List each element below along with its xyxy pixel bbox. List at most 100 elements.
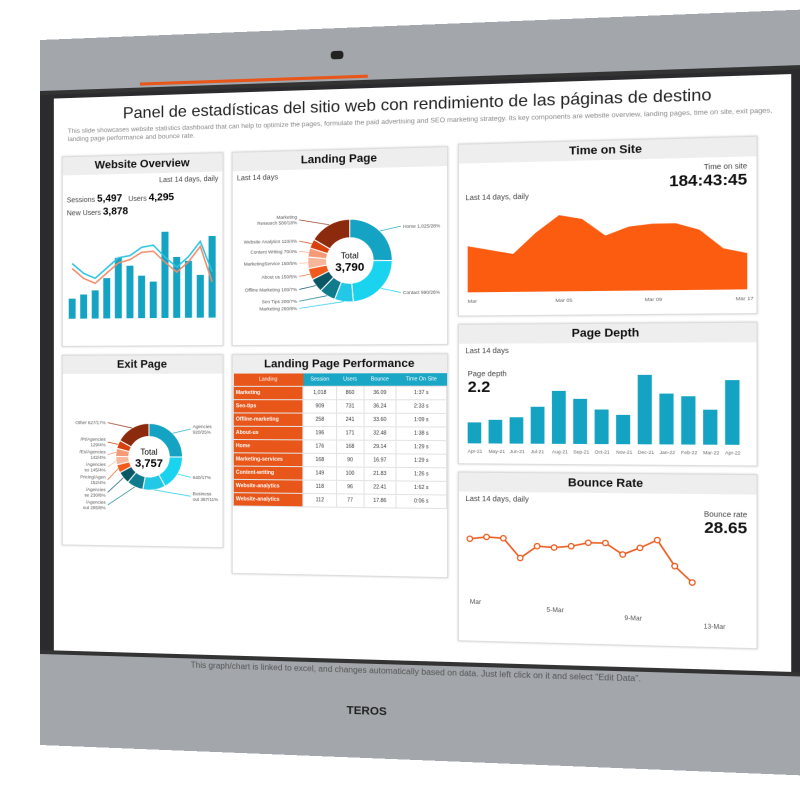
table-cell: 36.09 (363, 386, 397, 400)
data-point (637, 545, 643, 550)
page-depth-value: 2.2 (467, 378, 491, 397)
x-tick-label: Jan-22 (659, 450, 675, 455)
table-cell: 29.14 (363, 440, 397, 454)
camera-icon (330, 50, 344, 60)
table-cell: 1,018 (303, 386, 337, 400)
bar (208, 235, 216, 318)
table-cell: Content-writing (233, 466, 304, 481)
data-point (672, 563, 678, 568)
bar (126, 265, 134, 319)
time-on-site-chart: Mar Mar 05 Mar 09 Mar 17 (467, 211, 754, 305)
table-cell: Home (233, 439, 304, 454)
table-cell: 118 (303, 480, 337, 494)
data-point (467, 536, 472, 541)
display-monitor: Panel de estadísticas del sitio web con … (40, 9, 800, 776)
x-tick-label: Aug-21 (552, 449, 569, 454)
x-tick-label: Dec-21 (638, 450, 655, 455)
x-tick-label: Mar 09 (645, 297, 663, 304)
slice-label: Content Writing 70/4% (250, 249, 297, 255)
donut-slice (128, 472, 145, 489)
period-label: Last 14 days (465, 347, 509, 356)
slice-label: /Pt/Agencies129/4% (80, 437, 106, 448)
table-cell: 149 (303, 466, 337, 481)
table-cell: 90 (336, 453, 364, 468)
table-cell: 2:33 s (396, 399, 447, 414)
leader-line (380, 226, 401, 231)
slice-label: /Es/Agencies142/4% (79, 449, 106, 460)
table-cell: Marketing (233, 386, 304, 400)
x-tick-label: Mar 05 (555, 298, 572, 305)
data-point (655, 537, 661, 542)
landing-performance-table: Landing Session Users Bounce Time On Site Mar… (233, 373, 447, 509)
bar (488, 419, 503, 444)
total-value: 3,790 (335, 261, 364, 274)
x-tick-label: Jul-21 (531, 449, 545, 454)
bar (68, 298, 76, 319)
leader-line (154, 490, 190, 496)
screen: Panel de estadísticas del sitio web con … (53, 74, 792, 672)
bar (725, 380, 740, 445)
table-cell: 33.60 (363, 413, 397, 427)
data-point (603, 540, 609, 545)
table-cell: 1:09 s (396, 413, 447, 428)
leader-line (108, 478, 124, 493)
leader-line (299, 219, 329, 225)
leader-line (381, 288, 401, 292)
column-header: Users (336, 373, 364, 387)
slice-label: MarketingService 150/5% (244, 261, 297, 267)
x-tick-label: Feb-22 (681, 450, 698, 456)
data-point (534, 543, 540, 548)
column-header: Landing (233, 373, 304, 387)
bar (573, 398, 588, 445)
users-value: 4,295 (148, 192, 175, 204)
leader-line (299, 251, 308, 252)
page-depth-panel: Page Depth Last 14 days Page depth 2.2 Ap… (457, 321, 758, 467)
table-cell: Offline-marketing (233, 412, 304, 427)
table-row: Seo-tips 909 731 36.24 2:33 s (233, 399, 447, 414)
brand-logo: TEROS (346, 704, 387, 719)
table-cell: 100 (336, 466, 364, 481)
accent-bar (139, 74, 368, 86)
column-header: Bounce (363, 373, 397, 387)
table-cell: 196 (303, 426, 337, 441)
bar (161, 231, 169, 318)
data-point (689, 580, 695, 585)
table-cell: 171 (336, 426, 364, 441)
table-cell: 909 (303, 399, 337, 414)
table-cell: 21.83 (363, 467, 397, 481)
x-tick-label: 5-Mar (546, 608, 563, 615)
table-row: About-us 196 171 32.48 1:38 s (233, 426, 447, 441)
bounce-rate-value: 28.65 (704, 518, 748, 538)
table-row: Home 176 168 29.14 1:29 s (233, 439, 447, 455)
bounce-line (470, 537, 692, 583)
x-tick-label: Mar-22 (703, 450, 720, 456)
donut-slice (117, 462, 132, 473)
bar (114, 257, 122, 319)
table-cell: Seo-tips (233, 399, 304, 414)
exit-page-donut: Agencies920/25% 640/17% Businessout 387/11… (75, 420, 218, 510)
leader-line (299, 274, 310, 276)
table-cell: 1:29 s (396, 440, 447, 455)
leader-line (108, 487, 135, 506)
leader-line (108, 452, 116, 454)
table-cell: 1:38 s (396, 426, 447, 441)
bar (594, 409, 609, 445)
table-cell: 168 (303, 453, 337, 467)
x-tick-label: Mar 17 (736, 296, 754, 303)
leader-line (173, 429, 191, 433)
table-cell: 32.48 (363, 426, 397, 441)
donut-slice (143, 474, 165, 490)
table-cell: 16.97 (363, 453, 397, 468)
landing-page-donut: Home 1,025/28% Contact 990/26% Marketing 2… (244, 215, 441, 312)
area (467, 211, 748, 293)
table-cell: 860 (336, 386, 364, 400)
bar (637, 374, 652, 445)
new-users-value: 3,878 (102, 206, 129, 218)
leader-line (299, 286, 316, 290)
donut-slice (120, 466, 136, 482)
table-cell: Website-analytics (233, 492, 304, 507)
slice-label: Seo Tips 200/7% (262, 299, 297, 305)
x-tick-label: Sep-21 (573, 449, 590, 454)
table-cell: 22.41 (363, 480, 397, 495)
donut-slice (310, 239, 330, 254)
